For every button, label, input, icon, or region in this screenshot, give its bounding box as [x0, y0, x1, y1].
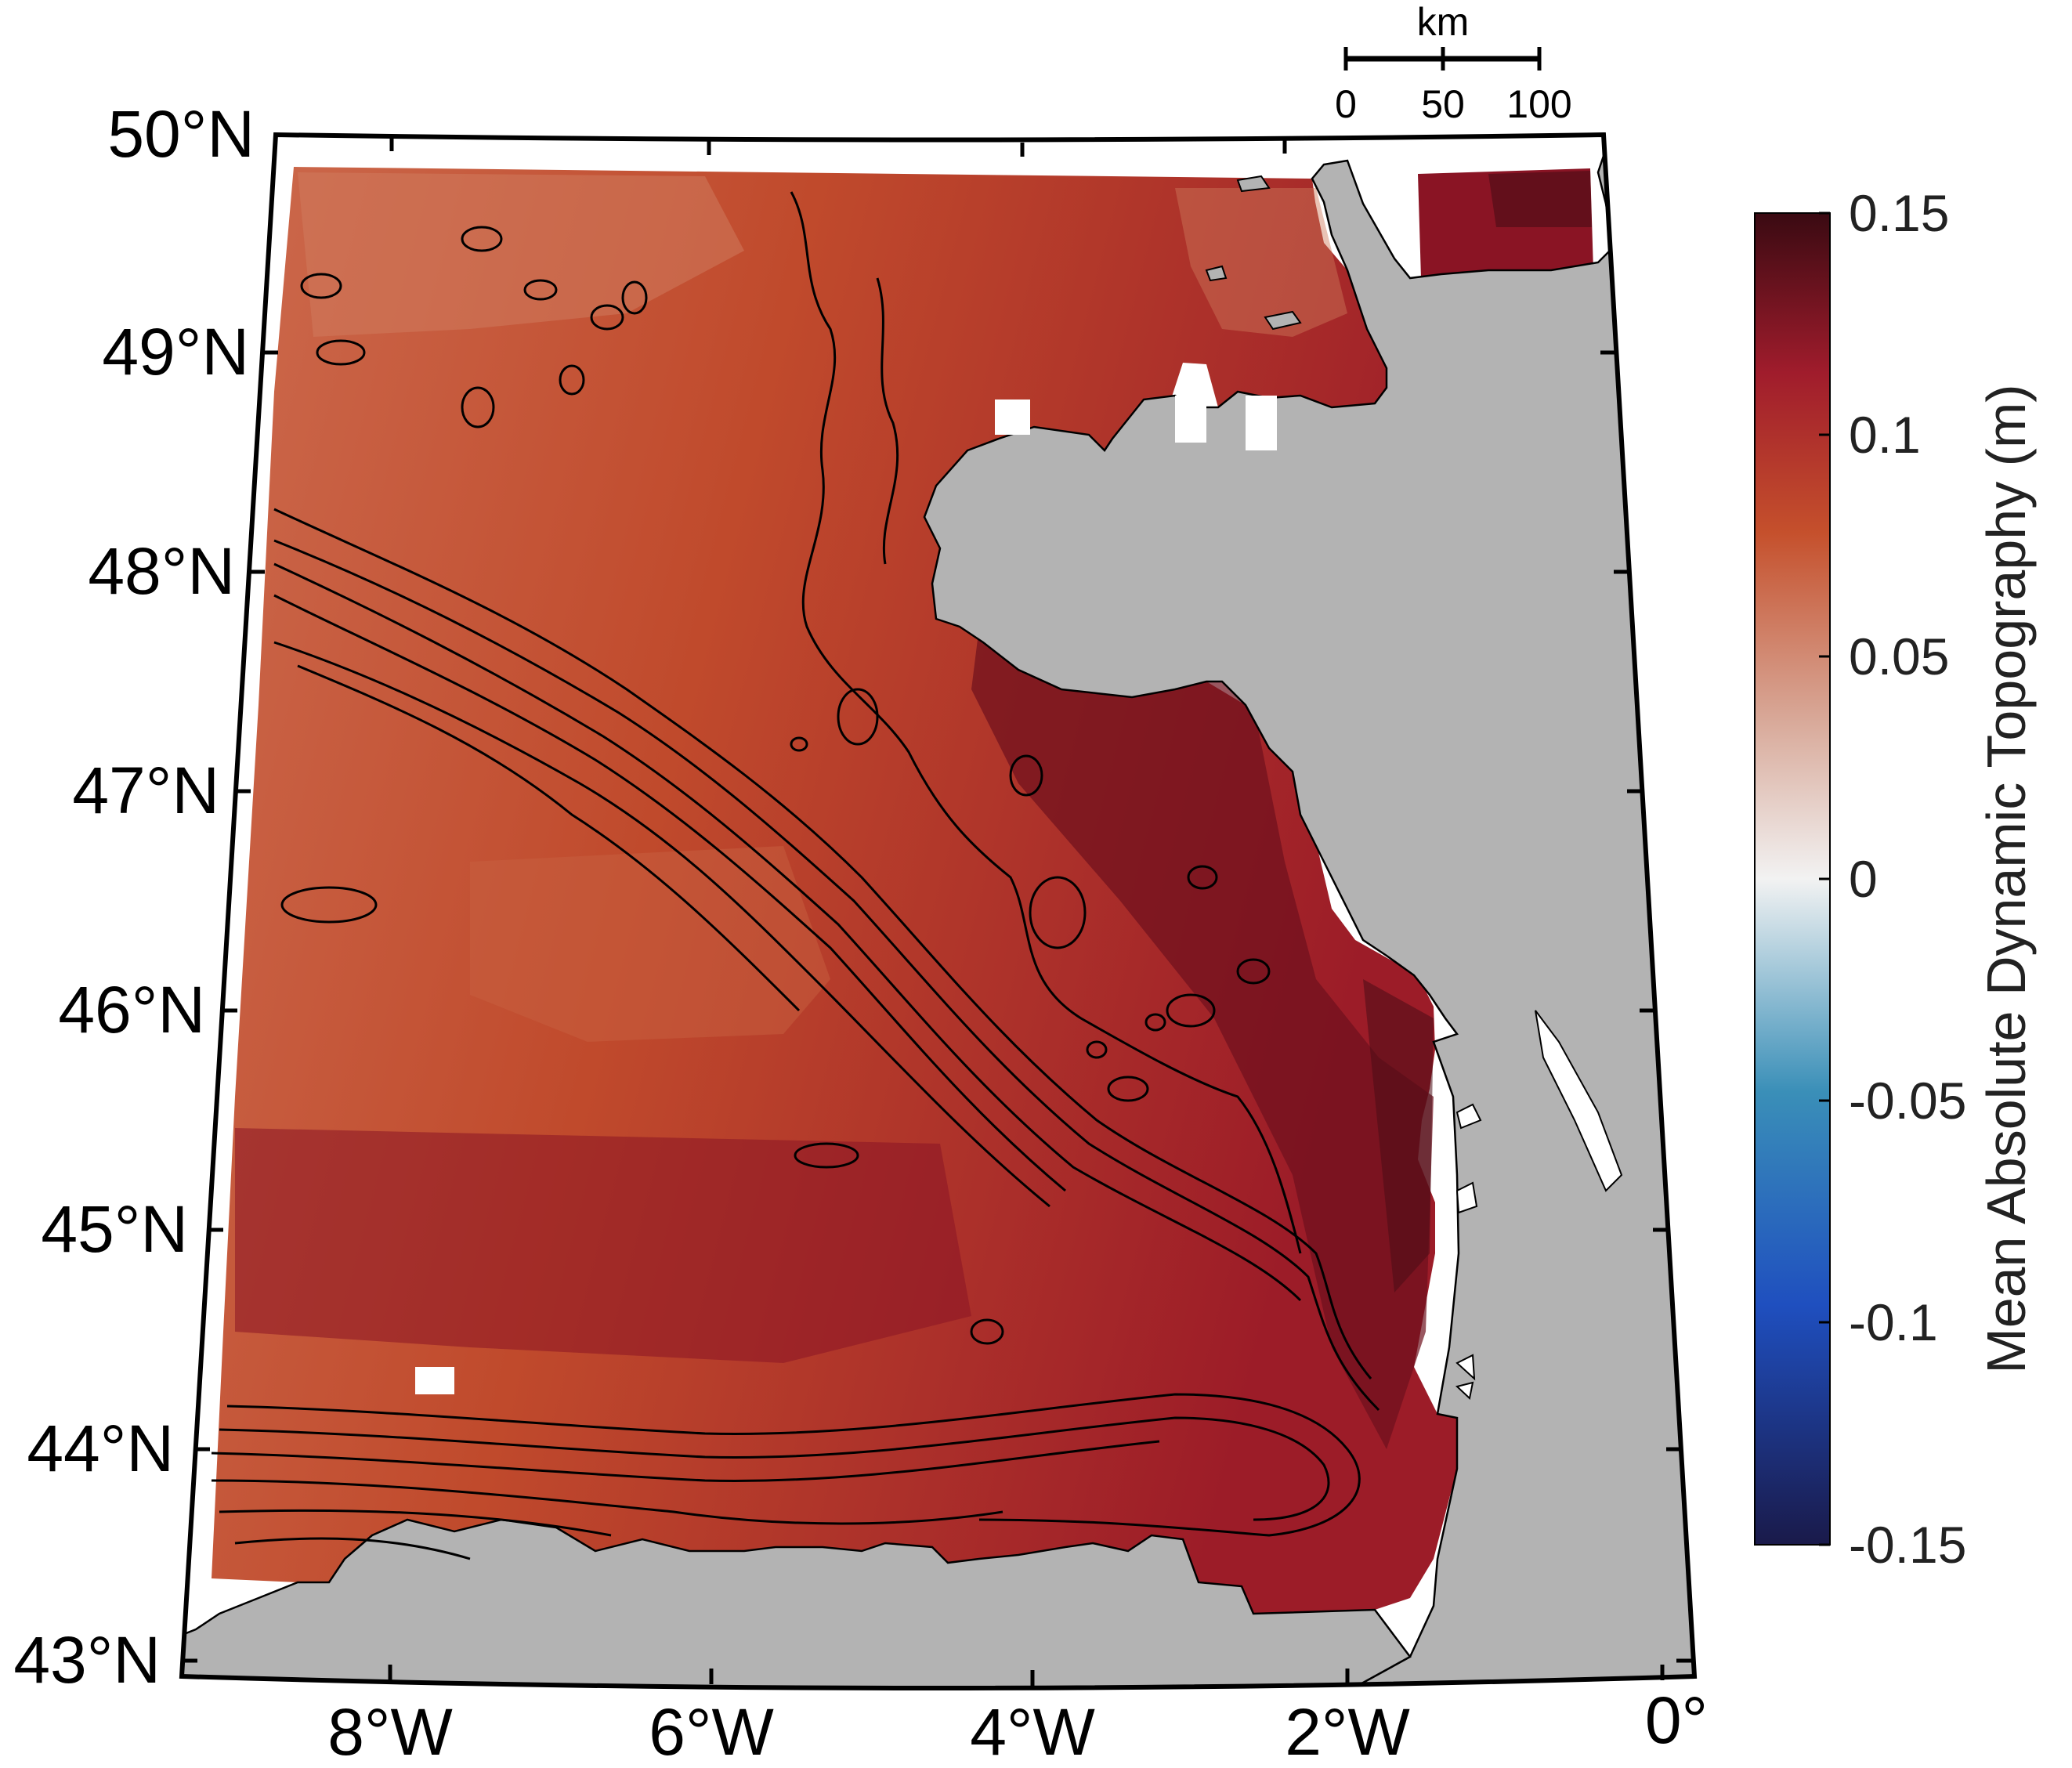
- map-frame: [179, 132, 1698, 1690]
- colorbar-tick-0.1: 0.1: [1849, 406, 1921, 464]
- lon-label-4w: 4°W: [970, 1695, 1095, 1768]
- lat-labels: 50°N 49°N 48°N 47°N 46°N 45°N 44°N 43°N: [13, 97, 255, 1697]
- scale-bar-tick-0: 0: [1335, 82, 1357, 126]
- lat-label-45: 45°N: [41, 1192, 188, 1266]
- colorbar-tick-0: 0: [1849, 850, 1878, 908]
- missing-cells: [415, 396, 1277, 1394]
- colorbar-label: Mean Absolute Dynamic Topography (m): [1976, 384, 2037, 1373]
- lat-ticks: [182, 132, 1692, 1663]
- lat-label-47: 47°N: [72, 754, 219, 827]
- colorbar-tick-neg0.15: -0.15: [1849, 1516, 1966, 1574]
- scale-bar-tick-100: 100: [1506, 82, 1571, 126]
- colorbar-tick-0.05: 0.05: [1849, 627, 1949, 685]
- lat-label-43: 43°N: [13, 1623, 161, 1697]
- lat-label-46: 46°N: [58, 973, 205, 1047]
- lat-label-44: 44°N: [27, 1412, 174, 1485]
- lon-label-8w: 8°W: [327, 1695, 453, 1768]
- lon-label-0: 0°: [1645, 1683, 1708, 1757]
- scale-bar: km 0 50 100: [1335, 0, 1572, 126]
- scale-bar-unit: km: [1417, 0, 1470, 44]
- colorbar-tick-neg0.05: -0.05: [1849, 1072, 1966, 1130]
- madt-field: [212, 167, 1593, 1614]
- map-area: [182, 135, 1694, 1688]
- colorbar-tick-neg0.1: -0.1: [1849, 1293, 1938, 1351]
- lon-label-6w: 6°W: [649, 1695, 774, 1768]
- colorbar: 0.15 0.1 0.05 0 -0.05 -0.1 -0.15 Mean Ab…: [1754, 184, 2037, 1574]
- scale-bar-tick-50: 50: [1421, 82, 1465, 126]
- lon-labels: 8°W 6°W 4°W 2°W 0°: [327, 1683, 1708, 1768]
- bathymetry-contours: [211, 191, 1380, 1560]
- lat-label-50: 50°N: [107, 97, 255, 171]
- lat-label-49: 49°N: [102, 315, 249, 389]
- colorbar-gradient: [1754, 212, 1831, 1546]
- lat-label-48: 48°N: [88, 534, 235, 608]
- lon-label-2w: 2°W: [1285, 1695, 1410, 1768]
- lon-ticks: [388, 137, 1665, 1686]
- land: [182, 135, 1694, 1688]
- colorbar-tick-0.15: 0.15: [1849, 184, 1949, 242]
